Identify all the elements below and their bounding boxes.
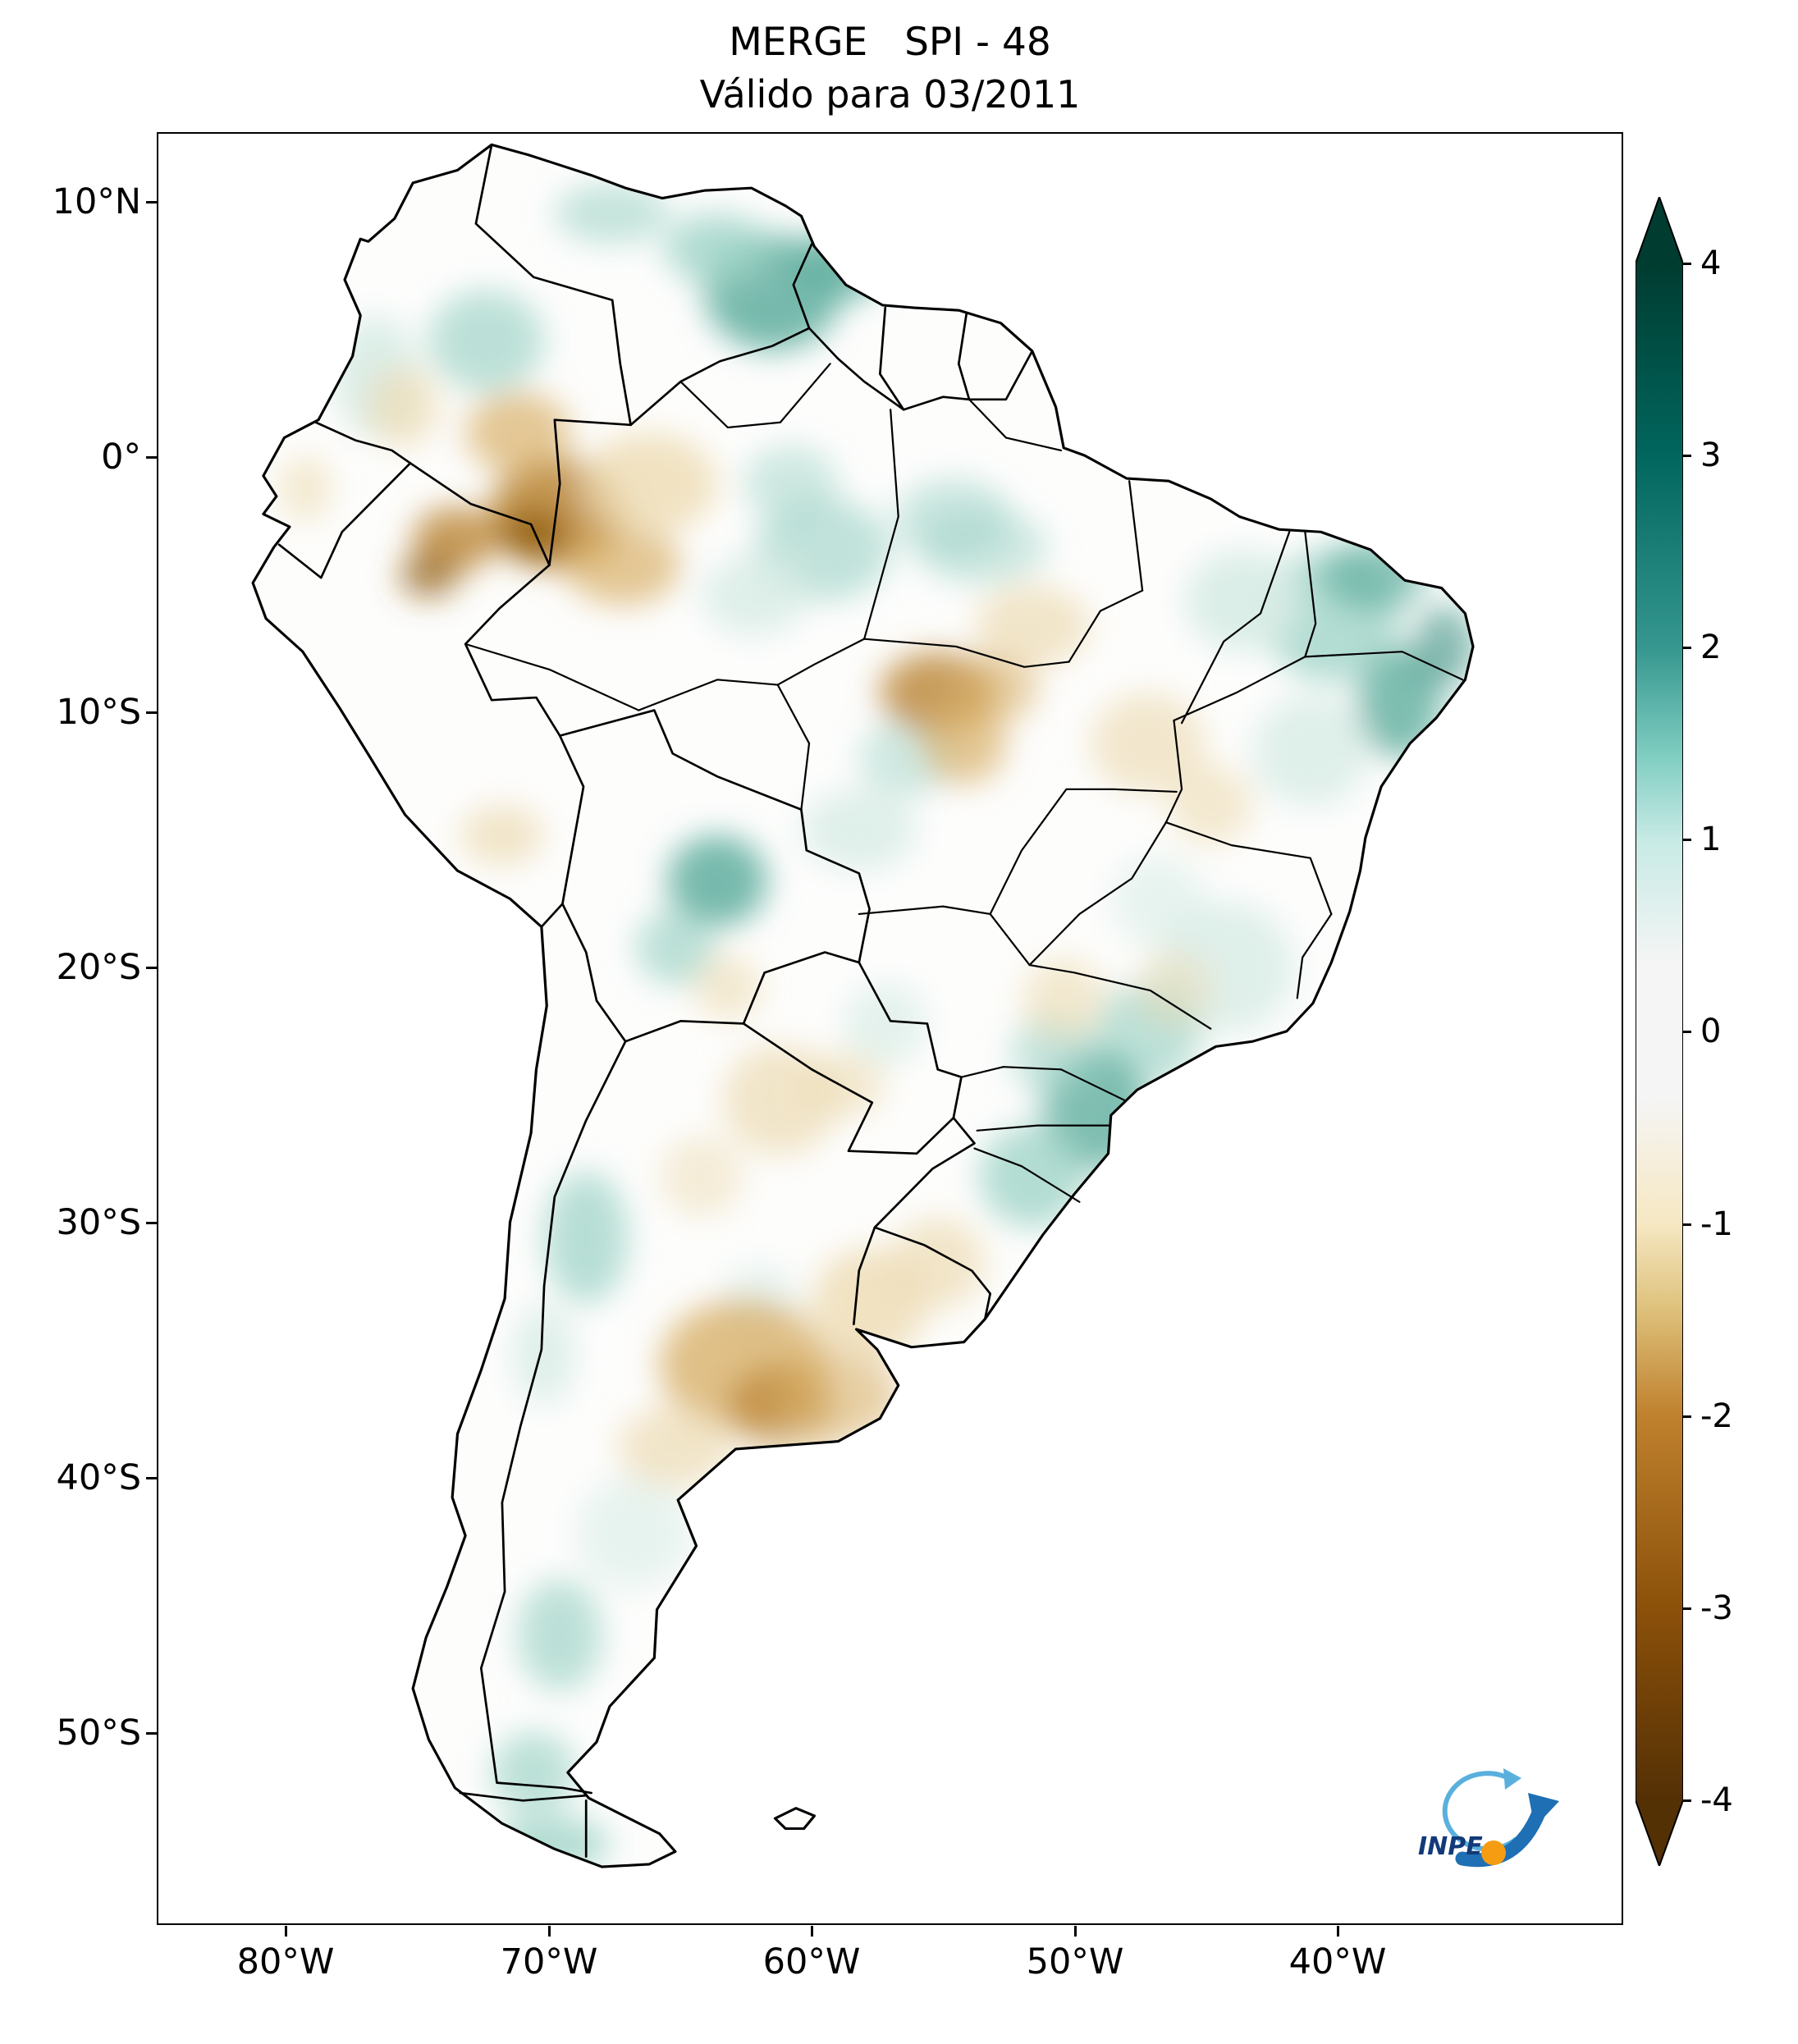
cb-tick-label-m3: -3 xyxy=(1700,1589,1733,1627)
x-tick-label-60w: 60°W xyxy=(762,1941,861,1982)
cb-tick-label-3: 3 xyxy=(1700,437,1722,474)
y-tick-mark xyxy=(146,711,157,714)
cb-tick-label-4: 4 xyxy=(1700,245,1722,282)
y-tick-mark xyxy=(146,1732,157,1735)
y-tick-label-40s: 40°S xyxy=(56,1457,141,1498)
logo-main-arrowhead xyxy=(1528,1793,1559,1827)
cb-tick-mark xyxy=(1683,1415,1691,1418)
y-tick-mark xyxy=(146,1477,157,1479)
y-tick-mark xyxy=(146,1222,157,1224)
x-tick-mark xyxy=(1074,1926,1077,1937)
coastline xyxy=(251,143,1475,1868)
logo-text: INPE xyxy=(1418,1832,1483,1861)
cb-tick-label-m4: -4 xyxy=(1700,1781,1733,1819)
y-tick-label-50s: 50°S xyxy=(56,1712,141,1754)
y-tick-label-10s: 10°S xyxy=(56,692,141,733)
cb-tick-mark xyxy=(1683,1031,1691,1033)
cb-tick-mark xyxy=(1683,839,1691,841)
cb-tick-mark xyxy=(1683,1607,1691,1610)
x-tick-mark xyxy=(1337,1926,1339,1937)
chart-title: MERGE SPI - 48 xyxy=(729,20,1051,65)
state-borders xyxy=(464,363,1464,1203)
x-tick-label-40w: 40°W xyxy=(1288,1941,1387,1982)
cb-tick-label-m2: -2 xyxy=(1700,1397,1733,1435)
y-tick-label-10n: 10°N xyxy=(52,181,141,222)
x-tick-label-80w: 80°W xyxy=(236,1941,335,1982)
cb-tick-label-0: 0 xyxy=(1700,1013,1722,1050)
y-tick-label-20s: 20°S xyxy=(56,947,141,988)
x-tick-mark xyxy=(811,1926,813,1937)
y-tick-label-0: 0° xyxy=(101,437,141,478)
cb-tick-label-1: 1 xyxy=(1700,821,1722,858)
inpe-logo: INPE xyxy=(1418,1768,1559,1868)
y-tick-mark xyxy=(146,967,157,969)
colorbar xyxy=(1636,197,1683,1866)
cb-tick-label-2: 2 xyxy=(1700,629,1722,666)
y-tick-mark xyxy=(146,201,157,203)
x-tick-mark xyxy=(285,1926,287,1937)
cb-tick-mark xyxy=(1683,1799,1691,1802)
cb-tick-mark xyxy=(1683,455,1691,457)
x-tick-label-50w: 50°W xyxy=(1026,1941,1124,1982)
south-america-map xyxy=(251,143,1475,1868)
logo-orange-ball xyxy=(1481,1841,1506,1865)
cb-tick-label-m1: -1 xyxy=(1700,1205,1733,1243)
spi-anomaly-field xyxy=(279,182,1474,1868)
country-borders xyxy=(277,144,1034,1858)
cb-tick-mark xyxy=(1683,263,1691,265)
x-tick-mark xyxy=(548,1926,551,1937)
colorbar-gradient xyxy=(1636,197,1683,1866)
logo-swirl-arrowhead xyxy=(1503,1768,1521,1790)
map-plot-area xyxy=(157,132,1623,1925)
y-tick-mark xyxy=(146,456,157,459)
cb-tick-mark xyxy=(1683,647,1691,649)
chart-subtitle: Válido para 03/2011 xyxy=(699,72,1081,117)
x-tick-label-70w: 70°W xyxy=(500,1941,598,1982)
cb-tick-mark xyxy=(1683,1223,1691,1226)
y-tick-label-30s: 30°S xyxy=(56,1202,141,1243)
